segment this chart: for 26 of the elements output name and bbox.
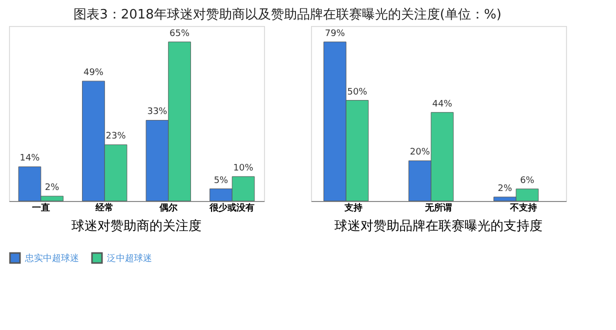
data-label: 49% xyxy=(83,68,104,78)
x-tick-label: 偶尔 xyxy=(158,202,178,214)
data-label: 14% xyxy=(20,154,40,164)
x-axis-title: 球迷对赞助商的关注度 xyxy=(72,218,202,234)
data-label: 10% xyxy=(233,164,254,174)
data-label: 44% xyxy=(432,99,453,110)
x-tick-label: 一直 xyxy=(32,202,50,214)
chart-title: 图表3：2018年球迷对赞助商以及赞助品牌在联赛曝光的关注度(单位：%) xyxy=(74,6,502,22)
x-tick-label: 很少或没有 xyxy=(208,202,255,214)
x-axis-title: 球迷对赞助品牌在联赛曝光的支持度 xyxy=(334,218,542,234)
legend-label: 忠实中超球迷 xyxy=(24,253,79,264)
data-label: 2% xyxy=(44,183,60,194)
data-label: 33% xyxy=(147,107,168,118)
x-tick-label: 经常 xyxy=(94,202,114,214)
data-label: 6% xyxy=(520,176,535,186)
data-label: 50% xyxy=(347,87,368,98)
data-label: 20% xyxy=(410,148,430,158)
legend-label: 泛中超球迷 xyxy=(107,253,152,264)
data-label: 65% xyxy=(170,28,190,39)
x-tick-label: 不支持 xyxy=(509,202,537,214)
data-label: 23% xyxy=(106,132,126,142)
data-label: 5% xyxy=(214,176,229,186)
data-label: 79% xyxy=(324,28,346,39)
x-tick-label: 支持 xyxy=(344,202,362,214)
x-tick-label: 无所谓 xyxy=(424,202,452,214)
data-label: 2% xyxy=(498,184,512,194)
